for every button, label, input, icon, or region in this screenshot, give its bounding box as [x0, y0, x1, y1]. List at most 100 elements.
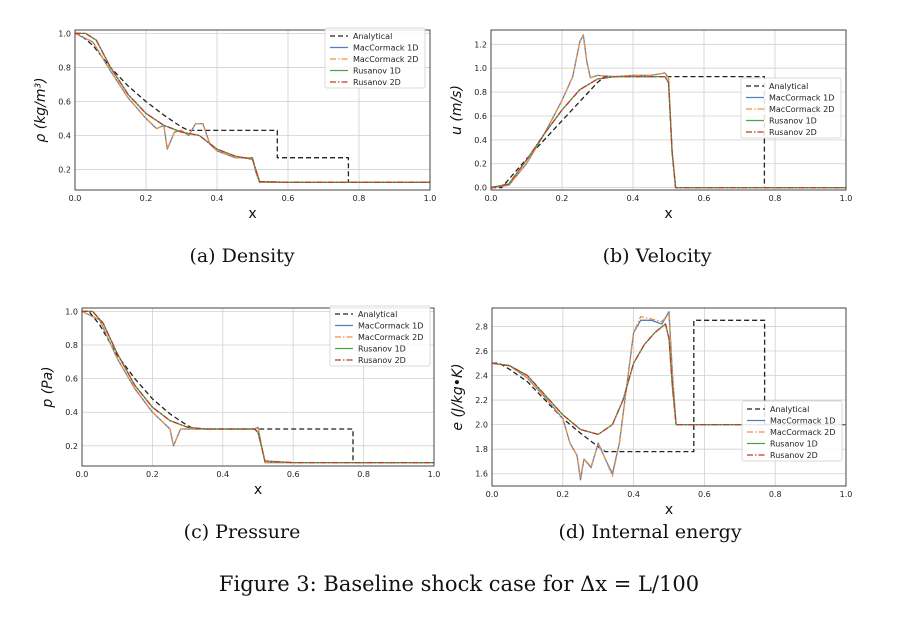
- internal-energy-chart: 0.0 0.2 0.4 0.6 0.8 1.0 1.6 1.8 2.0 2.2 2.4 2.6 2.8 x…: [450, 307, 853, 518]
- y-tick-label: 0.2: [474, 160, 487, 169]
- legend-entry: Rusanov 2D: [769, 128, 817, 137]
- legend-entry: MacCormack 1D: [770, 417, 835, 426]
- x-tick-label: 0.8: [353, 194, 366, 203]
- x-tick-label: 0.6: [287, 470, 300, 479]
- series-group: [82, 310, 434, 464]
- x-tick-label: 0.2: [146, 470, 159, 479]
- y-tick-label: 2.6: [475, 347, 488, 356]
- series-line-maccormack-2d: [492, 313, 846, 479]
- x-tick-label: 0.8: [357, 470, 370, 479]
- legend-entry: MacCormack 2D: [353, 55, 418, 64]
- x-tick-label: 1.0: [424, 194, 437, 203]
- legend-box: [740, 77, 842, 139]
- y-tick-label: 0.6: [65, 375, 78, 384]
- x-tick-label: 1.0: [840, 490, 853, 499]
- y-tick-label: 0.6: [58, 97, 71, 106]
- series-group: [492, 311, 846, 481]
- x-axis-label: x: [664, 206, 672, 222]
- y-tick-label: 0.0: [474, 184, 487, 193]
- axes-frame: [490, 29, 847, 191]
- x-tick-label: 0.4: [216, 470, 229, 479]
- x-tick-label: 1.0: [840, 194, 853, 203]
- legend-entry: MacCormack 2D: [358, 333, 423, 342]
- series-line-rusanov-2d: [492, 323, 846, 436]
- legend-entry: Analytical: [770, 405, 809, 414]
- legend-entry: Rusanov 1D: [353, 67, 401, 76]
- series-line-rusanov-2d: [75, 32, 430, 183]
- y-tick-label: 0.8: [58, 63, 71, 72]
- x-tick-label: 0.4: [627, 194, 640, 203]
- y-tick-label: 0.4: [58, 132, 71, 141]
- series-group: [491, 34, 846, 189]
- y-tick-label: 1.0: [58, 29, 71, 38]
- legend-entry: Rusanov 1D: [769, 117, 817, 126]
- legend-entry: MacCormack 2D: [770, 428, 835, 437]
- x-tick-label: 0.0: [486, 490, 499, 499]
- x-tick-label: 0.0: [69, 194, 82, 203]
- x-tick-label: 0.2: [556, 194, 569, 203]
- legend: Analytical MacCormack 1D MacCormack 2D Rusa…: [329, 305, 431, 367]
- x-tick-label: 0.2: [140, 194, 153, 203]
- series-line-analytical: [491, 75, 846, 189]
- y-tick-label: 1.8: [475, 445, 488, 454]
- x-tick-label: 0.4: [211, 194, 224, 203]
- legend-entry: Analytical: [358, 310, 397, 319]
- legend-entry: Rusanov 1D: [770, 440, 818, 449]
- figure-caption: Figure 3: Baseline shock case for Δx = L…: [218, 572, 700, 596]
- density-caption: (a) Density: [189, 245, 295, 267]
- y-axis-label: e (J/kg•K): [450, 363, 466, 430]
- y-tick-label: 0.2: [58, 166, 71, 175]
- series-line-maccormack-2d: [75, 32, 430, 183]
- series-group: [75, 32, 430, 183]
- x-tick-label: 0.0: [485, 194, 498, 203]
- y-tick-label: 2.4: [475, 372, 488, 381]
- grid: [491, 308, 847, 486]
- x-tick-label: 0.6: [282, 194, 295, 203]
- x-tick-label: 0.8: [769, 194, 782, 203]
- internal-energy-caption: (d) Internal energy: [558, 521, 742, 543]
- legend-entry: Rusanov 2D: [358, 356, 406, 365]
- y-axis-label: ρ (kg/m³): [33, 77, 49, 142]
- x-tick-label: 0.6: [698, 194, 711, 203]
- legend-entry: MacCormack 1D: [353, 44, 418, 53]
- y-tick-label: 1.0: [65, 307, 78, 316]
- pressure-caption: (c) Pressure: [183, 521, 301, 543]
- legend-entry: MacCormack 1D: [358, 322, 423, 331]
- legend: Analytical MacCormack 1D MacCormack 2D Rusa…: [740, 77, 842, 139]
- x-tick-label: 0.2: [556, 490, 569, 499]
- y-tick-label: 0.4: [474, 136, 487, 145]
- density-chart: 0.0 0.2 0.4 0.6 0.8 1.0 0.2 0.4 0.6 0.8 1.0 x ρ (kg/…: [33, 27, 437, 222]
- y-tick-label: 0.2: [65, 442, 78, 451]
- legend-entry: MacCormack 1D: [769, 94, 834, 103]
- y-tick-label: 1.2: [474, 40, 487, 49]
- series-line-maccormack-2d: [82, 310, 434, 464]
- series-line-analytical: [82, 310, 434, 464]
- y-tick-label: 2.0: [475, 421, 488, 430]
- axes-frame: [74, 29, 431, 191]
- series-line-rusanov-2d: [82, 310, 434, 464]
- y-tick-label: 0.6: [474, 112, 487, 121]
- y-axis-label: u (m/s): [449, 85, 465, 135]
- pressure-chart: 0.0 0.2 0.4 0.6 0.8 1.0 0.2 0.4 0.6 0.8 1.0 x p (Pa)…: [40, 305, 441, 498]
- legend-entry: Rusanov 2D: [353, 78, 401, 87]
- series-line-maccormack-2d: [491, 34, 846, 189]
- series-line-analytical: [75, 32, 430, 183]
- legend: Analytical MacCormack 1D MacCormack 2D Rusa…: [324, 27, 426, 89]
- x-tick-label: 0.8: [769, 490, 782, 499]
- legend-entry: Rusanov 2D: [770, 451, 818, 460]
- legend-entry: Rusanov 1D: [358, 345, 406, 354]
- y-tick-label: 1.6: [475, 470, 488, 479]
- legend-box: [324, 27, 426, 89]
- velocity-chart: 0.0 0.2 0.4 0.6 0.8 1.0 0.0 0.2 0.4 0.6 0.8 1.0 1.2 x…: [449, 29, 853, 222]
- series-line-analytical: [492, 319, 846, 453]
- legend-entry: Analytical: [769, 82, 808, 91]
- y-tick-label: 0.4: [65, 408, 78, 417]
- legend-box: [741, 400, 843, 462]
- x-tick-label: 0.4: [627, 490, 640, 499]
- legend: Analytical MacCormack 1D MacCormack 2D Rusa…: [741, 400, 843, 462]
- x-tick-label: 1.0: [428, 470, 441, 479]
- y-tick-label: 1.0: [474, 64, 487, 73]
- x-tick-label: 0.0: [76, 470, 89, 479]
- legend-entry: MacCormack 2D: [769, 105, 834, 114]
- velocity-caption: (b) Velocity: [602, 245, 712, 267]
